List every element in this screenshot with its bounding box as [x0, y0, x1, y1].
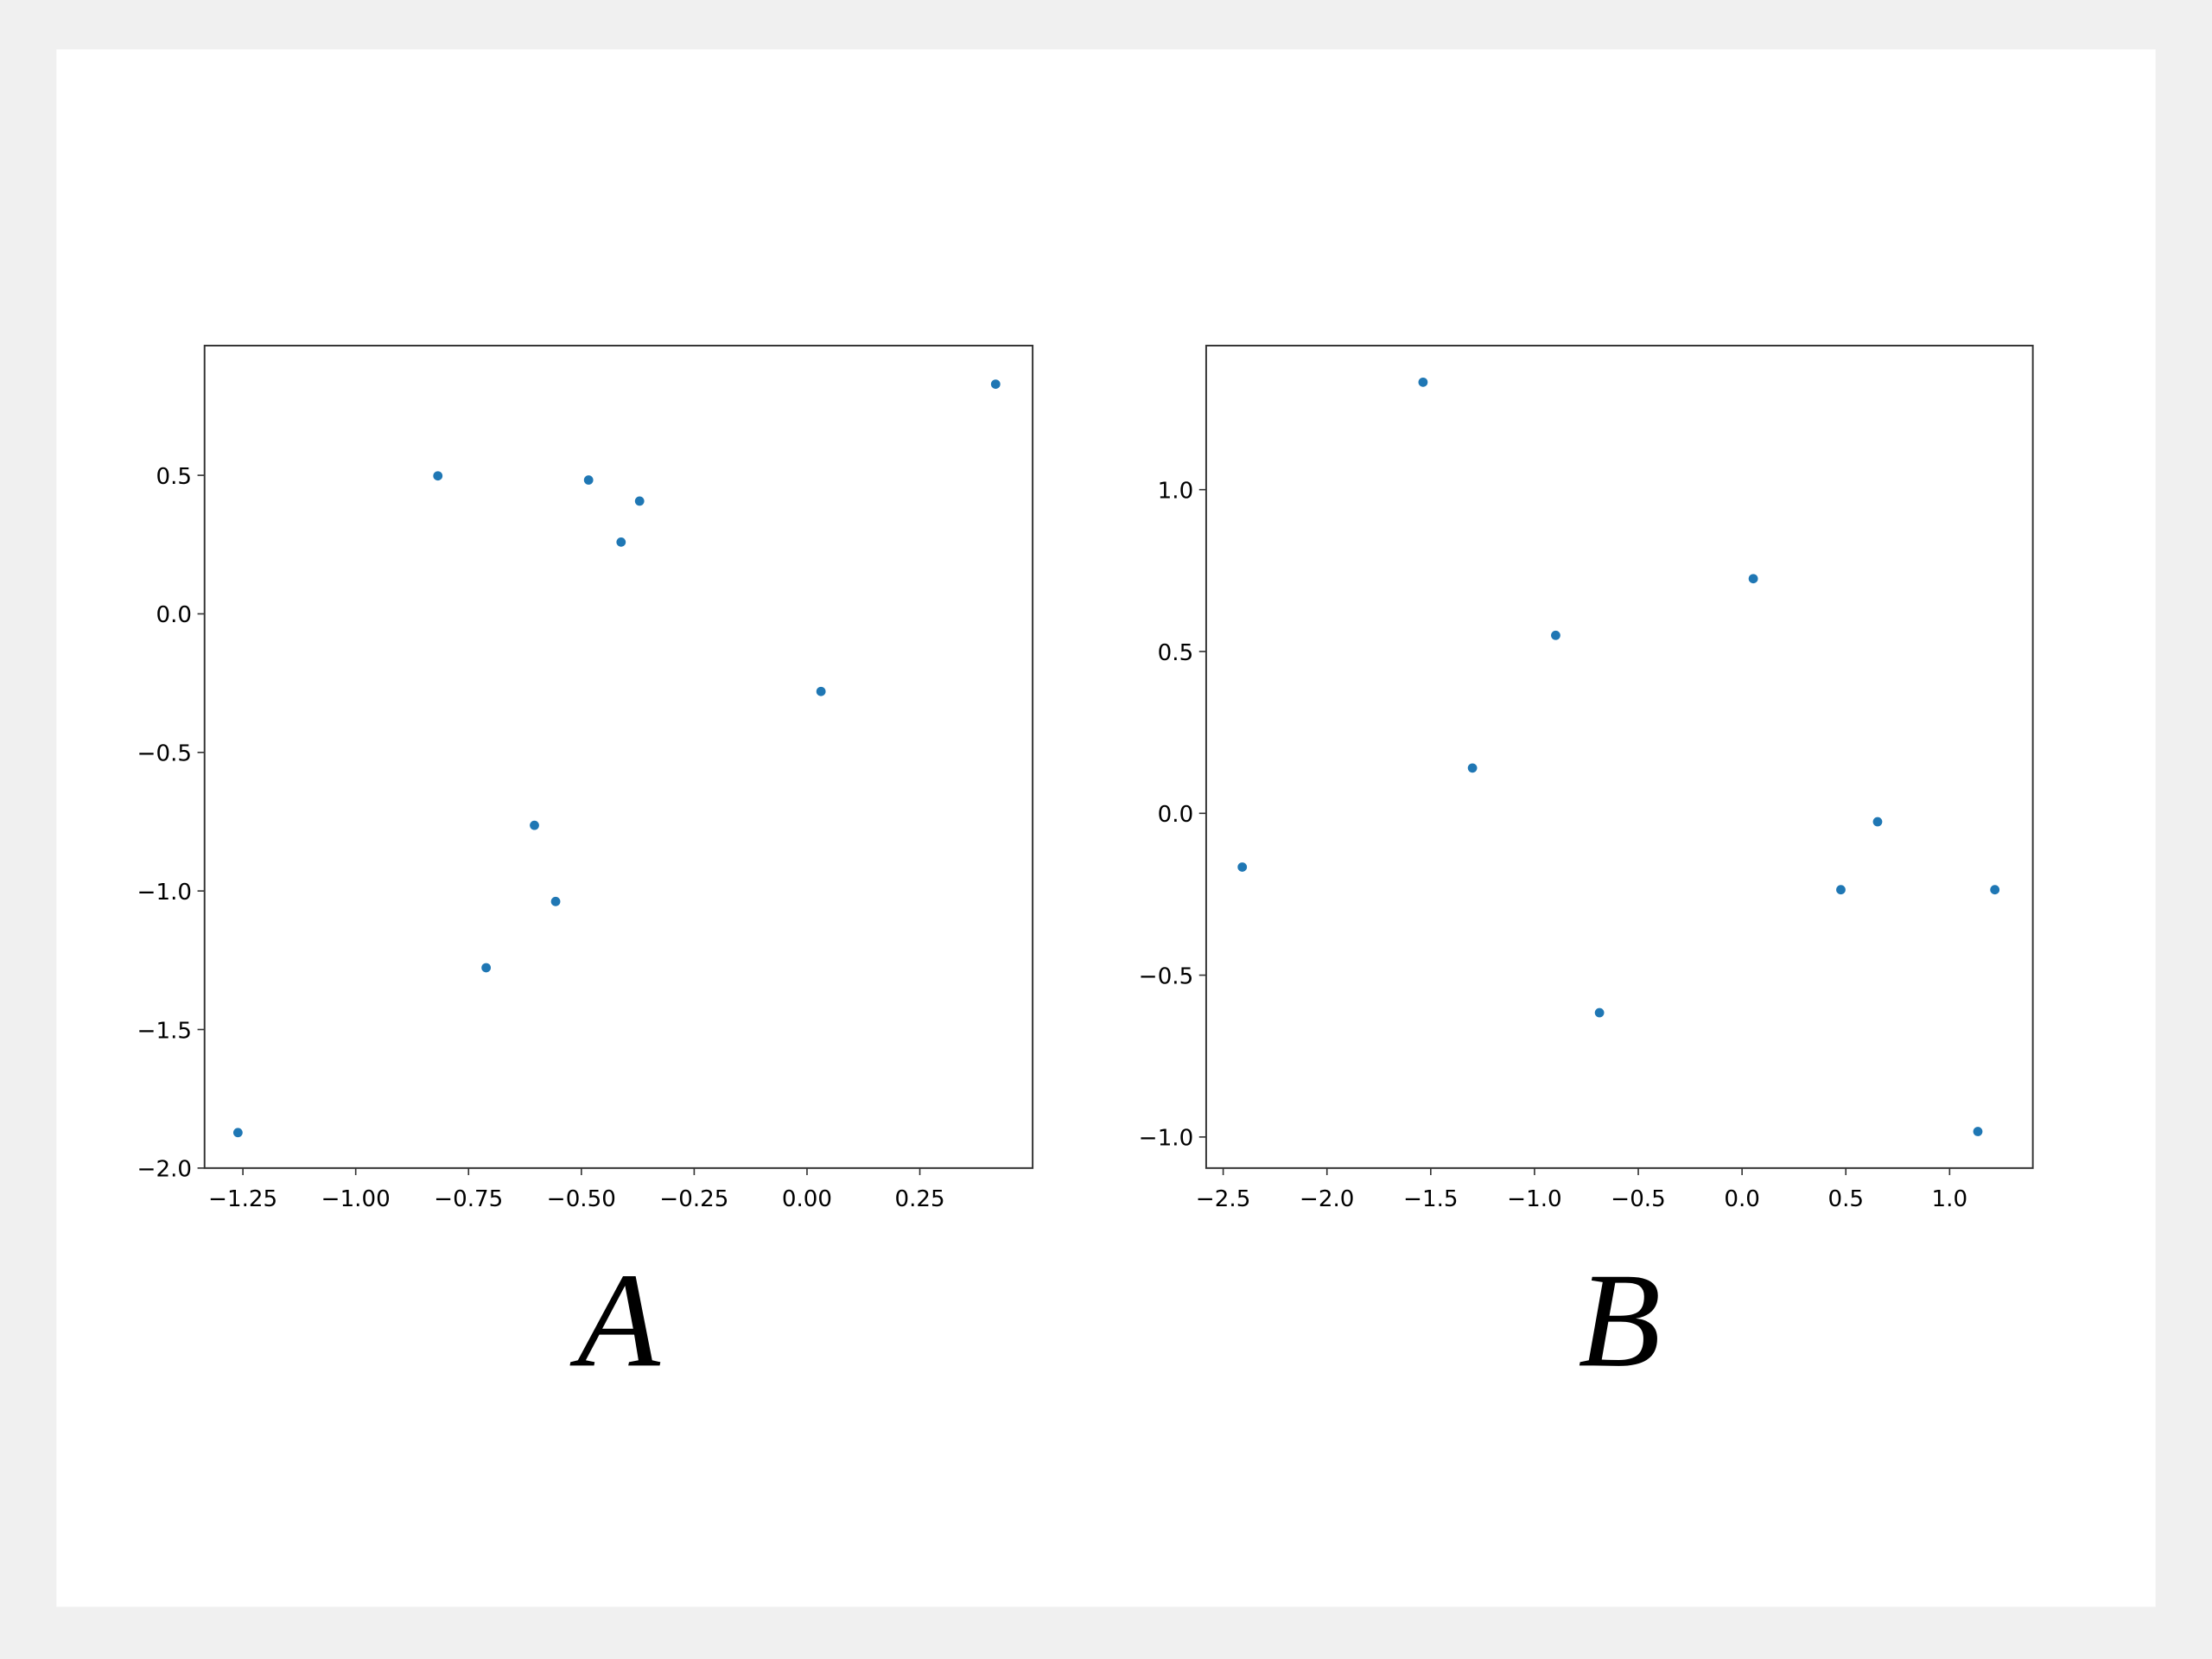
point [1594, 1007, 1605, 1018]
y-tick-label: 0.5 [1158, 640, 1194, 666]
x-tick-label: −1.0 [1507, 1186, 1561, 1212]
point [1237, 862, 1248, 872]
y-tick-label: 0.0 [1158, 802, 1194, 828]
y-tick-label: −1.0 [1139, 1126, 1193, 1152]
y-tick-label: −1.0 [137, 880, 192, 906]
y-tick-label: 0.5 [156, 464, 193, 490]
point [530, 820, 539, 830]
point [583, 475, 594, 485]
x-tick-label: −0.25 [659, 1186, 728, 1212]
x-tick-label: 0.5 [1827, 1186, 1864, 1212]
point [481, 963, 492, 973]
y-tick-label: −0.5 [137, 741, 192, 767]
x-tick-label: −2.0 [1300, 1186, 1354, 1212]
x-tick-label: −2.5 [1196, 1186, 1250, 1212]
y-tick-label: 1.0 [1158, 478, 1194, 504]
x-tick-label: 1.0 [1932, 1186, 1968, 1212]
point [1872, 817, 1883, 827]
point [1990, 885, 2000, 895]
y-tick-label: −2.0 [137, 1157, 192, 1183]
point [550, 896, 561, 906]
y-tick-label: −1.5 [137, 1018, 192, 1044]
point [990, 379, 1001, 389]
point [433, 471, 443, 481]
x-tick-label: −0.5 [1611, 1186, 1665, 1212]
plot-area [1205, 345, 2034, 1169]
x-tick-label: 0.0 [1724, 1186, 1760, 1212]
point [1418, 377, 1428, 387]
point [1973, 1127, 1983, 1136]
chart-caption: B [1578, 1244, 1661, 1395]
y-tick-label: 0.0 [156, 602, 193, 628]
point [1836, 885, 1846, 895]
x-tick-label: −1.00 [321, 1186, 391, 1212]
x-tick-label: 0.00 [782, 1186, 832, 1212]
point [1748, 574, 1758, 584]
chart-caption: A [569, 1244, 661, 1395]
point [634, 496, 645, 506]
point [1551, 630, 1560, 640]
x-tick-label: −0.75 [434, 1186, 503, 1212]
point [816, 686, 826, 696]
x-tick-label: −1.25 [208, 1186, 277, 1212]
point [232, 1128, 243, 1138]
x-tick-label: −0.50 [547, 1186, 616, 1212]
x-tick-label: −1.5 [1403, 1186, 1458, 1212]
point [1467, 763, 1478, 773]
point [616, 537, 626, 547]
y-tick-label: −0.5 [1139, 963, 1193, 989]
plot-area [203, 345, 1034, 1169]
x-tick-label: 0.25 [894, 1186, 944, 1212]
